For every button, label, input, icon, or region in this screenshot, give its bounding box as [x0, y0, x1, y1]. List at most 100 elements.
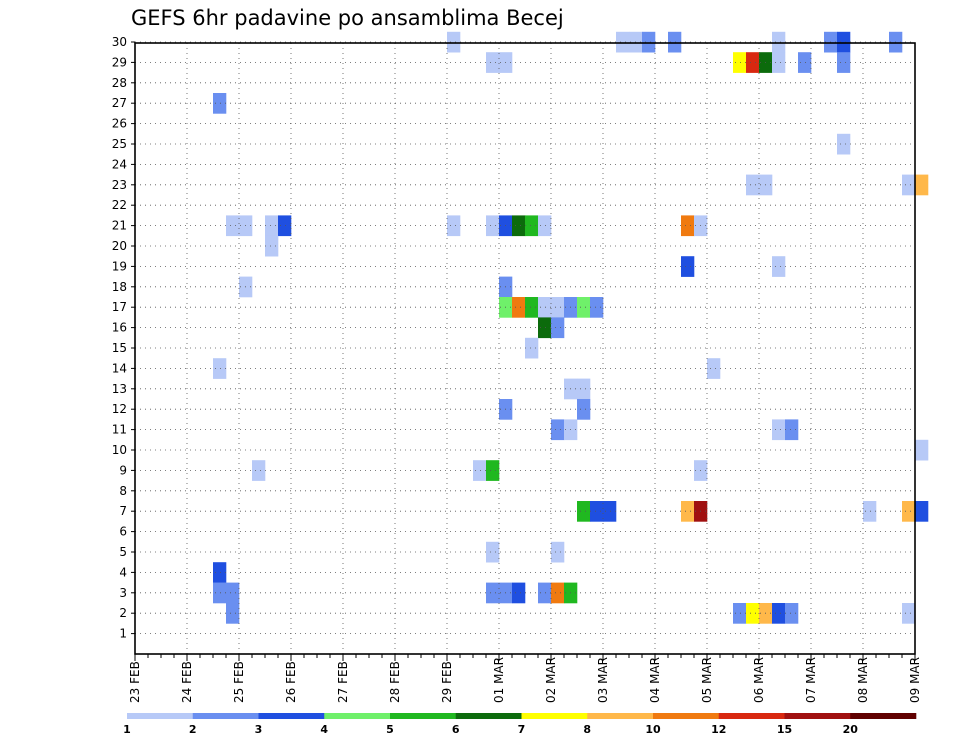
heatmap-cell [577, 378, 591, 400]
heatmap-cell [538, 582, 552, 604]
y-tick-label: 8 [119, 484, 127, 498]
heatmap-cell [538, 215, 552, 237]
colorbar-label: 12 [711, 723, 726, 736]
y-tick-label: 19 [112, 259, 127, 273]
heatmap-cell [681, 501, 695, 522]
heatmap-cell [486, 582, 500, 604]
y-tick-label: 27 [112, 96, 127, 110]
x-tick-label: 08 MAR [856, 657, 870, 703]
heatmap-cell [213, 358, 227, 379]
x-tick-label: 25 FEB [232, 661, 246, 703]
heatmap-cell [603, 501, 617, 522]
colorbar-label: 10 [645, 723, 661, 736]
colorbar-swatch [587, 713, 654, 719]
heatmap-cell [512, 215, 526, 237]
x-tick-label: 05 MAR [700, 657, 714, 703]
colorbar-label: 5 [386, 723, 394, 736]
y-tick-label: 21 [112, 219, 127, 233]
y-tick-label: 10 [112, 443, 127, 457]
x-tick-label: 07 MAR [804, 657, 818, 703]
heatmap-cell [733, 52, 747, 73]
heatmap-cell [707, 358, 721, 379]
heatmap-cell [785, 603, 799, 624]
colorbar-label: 2 [189, 723, 197, 736]
heatmap-cell [551, 297, 565, 318]
heatmap-cell [616, 31, 630, 53]
y-tick-label: 16 [112, 321, 127, 335]
colorbar-label: 15 [777, 723, 792, 736]
heatmap-cell [538, 297, 552, 318]
y-tick-label: 1 [119, 627, 127, 641]
heatmap-cell [902, 603, 916, 624]
heatmap-cell [226, 582, 240, 604]
heatmap-cell [252, 460, 266, 481]
heatmap-cell [746, 52, 760, 73]
y-tick-label: 5 [119, 545, 127, 559]
heatmap-cell [733, 603, 747, 624]
heatmap-cell [512, 297, 526, 318]
y-tick-label: 24 [112, 157, 127, 171]
y-tick-label: 15 [112, 341, 127, 355]
heatmap-cell [772, 603, 786, 624]
heatmap-cell [863, 501, 877, 522]
heatmap-cell [746, 174, 760, 196]
heatmap-cell [681, 256, 695, 277]
heatmap-cell [447, 31, 461, 53]
heatmap-cell [525, 337, 539, 359]
x-tick-label: 28 FEB [388, 661, 402, 703]
y-tick-label: 30 [112, 35, 127, 49]
y-tick-label: 2 [119, 606, 127, 620]
y-tick-label: 22 [112, 198, 127, 212]
heatmap-cell [772, 31, 786, 53]
heatmap-cell [915, 174, 929, 196]
heatmap-cell [486, 460, 500, 481]
x-tick-label: 02 MAR [544, 657, 558, 703]
heatmap-cell [577, 501, 591, 522]
y-axis: 1234567891011121314151617181920212223242… [112, 35, 135, 641]
x-tick-label: 29 FEB [440, 661, 454, 703]
heatmap-cell [213, 93, 227, 114]
colorbar: 1 2 3 4 5 6 7 8 10 12 15 20 [123, 713, 917, 736]
chart-title: GEFS 6hr padavine po ansamblima Becej [131, 6, 564, 30]
heatmap-cell [590, 297, 604, 318]
y-tick-label: 17 [112, 300, 127, 314]
heatmap-cell [668, 31, 682, 53]
heatmap-cell [772, 256, 786, 277]
heatmap-cell [486, 541, 500, 563]
x-axis: 23 FEB 24 FEB 25 FEB 26 FEB 27 FEB 28 FEB 29 F… [128, 654, 922, 703]
heatmap-cell [512, 582, 526, 604]
colorbar-swatch [784, 713, 851, 719]
heatmap-cell [551, 419, 565, 441]
colorbar-swatch [192, 713, 259, 719]
y-tick-label: 20 [112, 239, 127, 253]
heatmap-cell [902, 501, 916, 522]
heatmap-cell [551, 317, 565, 339]
heatmap-cell [798, 52, 812, 73]
heatmap-cell [213, 582, 227, 604]
y-tick-label: 28 [112, 76, 127, 90]
y-tick-label: 13 [112, 382, 127, 396]
heatmap-cell [213, 562, 227, 583]
y-tick-label: 26 [112, 117, 127, 131]
heatmap-cell [902, 174, 916, 196]
y-tick-label: 18 [112, 280, 127, 294]
colorbar-label: 4 [320, 723, 328, 736]
x-tick-label: 23 FEB [128, 661, 142, 703]
heatmap-cell [785, 419, 799, 441]
heatmap-cell [915, 439, 929, 461]
heatmap-cell [577, 399, 591, 420]
y-tick-label: 4 [119, 565, 127, 579]
heatmap-cell [746, 603, 760, 624]
heatmap-cell [837, 31, 851, 53]
heatmap-cell [551, 541, 565, 563]
heatmap-cells [213, 31, 929, 624]
heatmap-cell [681, 215, 695, 237]
x-tick-label: 09 MAR [908, 657, 922, 703]
x-tick-label: 06 MAR [752, 657, 766, 703]
colorbar-swatch [455, 713, 522, 719]
colorbar-swatch [390, 713, 457, 719]
y-tick-label: 9 [119, 463, 127, 477]
colorbar-swatch [258, 713, 325, 719]
heatmap-cell [551, 582, 565, 604]
y-tick-label: 14 [112, 361, 127, 375]
